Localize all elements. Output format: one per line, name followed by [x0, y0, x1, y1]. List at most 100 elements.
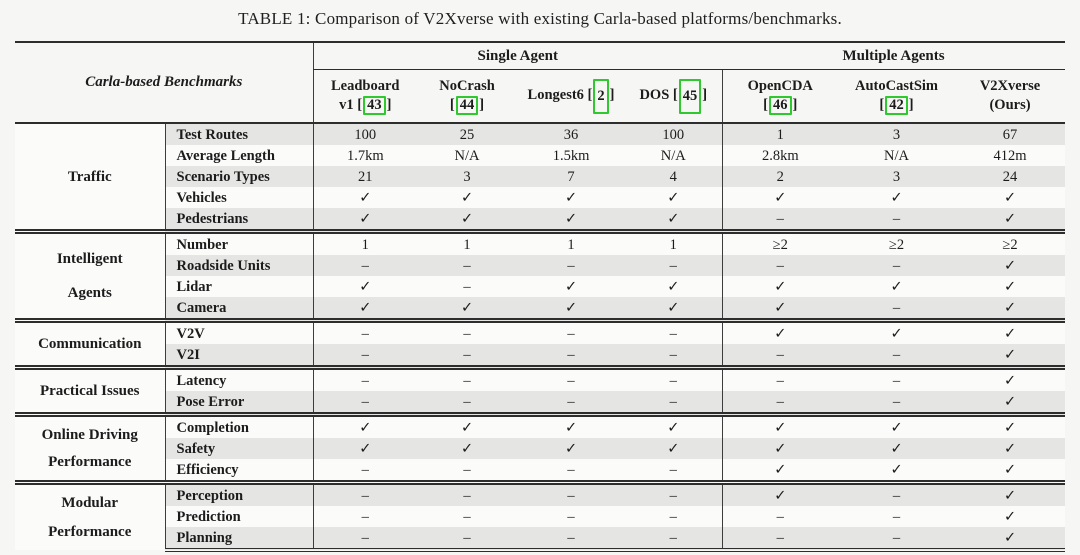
column-subtitle: v1 [: [339, 97, 363, 113]
column-header-autocastsim: AutoCastSim [42]: [838, 69, 956, 124]
table-row-scenario-types: Scenario Types 21 3 7 4 2 3 24: [15, 166, 1066, 187]
row-label: V2I: [164, 344, 314, 368]
group-header-text: Multiple Agents: [842, 47, 945, 64]
row-label: Latency: [164, 365, 314, 391]
group-label-line: Practical Issues: [39, 383, 140, 399]
table-cell: ✓: [417, 208, 518, 232]
citation-link[interactable]: 45: [678, 78, 702, 114]
table-cell: ✓: [721, 318, 839, 344]
table-cell: ✓: [417, 412, 518, 438]
citation-link[interactable]: 43: [363, 96, 386, 115]
table-cell: ✓: [517, 276, 626, 297]
column-subtitle: [: [879, 97, 885, 113]
table-cell: –: [625, 344, 723, 368]
table-cell: ✓: [955, 297, 1066, 321]
row-label: Completion: [164, 412, 314, 438]
table-cell: –: [721, 208, 839, 232]
table-cell: –: [838, 344, 956, 368]
table-cell: –: [838, 365, 956, 391]
group-header-multiple-agents: Multiple Agents: [722, 41, 1066, 70]
row-label: Test Routes: [164, 123, 314, 145]
column-subtitle: ]: [702, 87, 708, 104]
table-cell: ✓: [721, 276, 839, 297]
group-label-communication: Communication: [15, 318, 165, 368]
table-cell: ≥2: [955, 229, 1066, 255]
row-label: Planning: [164, 527, 314, 552]
column-subtitle: (Ours): [989, 97, 1031, 113]
table-cell: –: [312, 391, 418, 415]
table-cell: ✓: [721, 297, 839, 321]
table-cell: –: [838, 391, 956, 415]
table-row-roadside-units: Roadside Units – – – – – – ✓: [15, 255, 1066, 276]
table-cell: –: [417, 506, 518, 527]
table-row-perception: Modular Performance Perception – – – – ✓ – ✓: [15, 480, 1066, 550]
row-label: Vehicles: [164, 187, 314, 208]
table-cell: ✓: [838, 459, 956, 483]
table-cell: ✓: [417, 297, 518, 321]
table-cell: –: [517, 318, 626, 344]
column-subtitle: ]: [479, 97, 485, 113]
table-cell: ✓: [517, 208, 626, 232]
column-title: Leadboard: [331, 78, 400, 94]
table-row-test-routes: Traffic Test Routes 100 25 36 100 1 3 67: [15, 123, 1066, 232]
table-cell: 24: [955, 166, 1066, 187]
table-row-v2i: V2I – – – – – – ✓: [15, 344, 1066, 368]
row-label: Scenario Types: [164, 166, 314, 187]
table-cell: ≥2: [838, 229, 956, 255]
row-label: Pedestrians: [164, 208, 314, 232]
table-cell: –: [517, 480, 626, 506]
table-cell: ✓: [955, 318, 1066, 344]
table-cell: –: [312, 527, 418, 552]
citation-link[interactable]: 44: [455, 96, 479, 115]
table-cell: ✓: [838, 318, 956, 344]
table-cell: –: [838, 297, 956, 321]
column-subtitle: ]: [386, 97, 392, 113]
table-cell: –: [838, 527, 956, 552]
table-cell: –: [417, 318, 518, 344]
table-cell: –: [517, 255, 626, 276]
row-label: Average Length: [164, 145, 314, 166]
table-cell: 7: [517, 166, 626, 187]
table-cell: ✓: [625, 187, 723, 208]
column-header-nocrash: NoCrash [44]: [417, 69, 518, 124]
table-cell: 2: [721, 166, 839, 187]
table-cell: 1.5km: [517, 145, 626, 166]
table-cell: –: [312, 255, 418, 276]
table-cell: 3: [838, 123, 956, 145]
citation-link[interactable]: 42: [885, 96, 908, 115]
corner-label: Carla-based Benchmarks: [15, 41, 314, 124]
table-cell: N/A: [417, 145, 518, 166]
column-header-longest6: Longest6 [2]: [517, 69, 626, 124]
table-cell: 4: [625, 166, 723, 187]
column-header-leadboard: Leadboard v1 [43]: [312, 69, 418, 124]
group-label-practical-issues: Practical Issues: [15, 365, 165, 415]
table-cell: ✓: [625, 438, 723, 459]
table-cell: –: [312, 480, 418, 506]
table-cell: 67: [955, 123, 1066, 145]
table-cell: –: [417, 459, 518, 483]
column-header-row: Leadboard v1 [43] NoCrash[44] Longest6 [2] D…: [15, 69, 1066, 124]
citation-link[interactable]: 2: [593, 78, 609, 114]
row-label: Efficiency: [164, 459, 314, 483]
column-title: OpenCDA: [747, 78, 813, 94]
table-cell: ✓: [417, 187, 518, 208]
table-cell: ✓: [517, 297, 626, 321]
group-label-line: Traffic: [67, 168, 112, 185]
table-row-number: Intelligent Agents Number 1 1 1 1 ≥2 ≥2 ≥2: [15, 229, 1066, 321]
table-cell: –: [417, 344, 518, 368]
table-cell: ✓: [312, 412, 418, 438]
citation-link[interactable]: 46: [769, 96, 792, 115]
column-title: AutoCastSim: [855, 78, 938, 94]
row-label: Safety: [164, 438, 314, 459]
table-cell: –: [625, 391, 723, 415]
table-cell: –: [417, 480, 518, 506]
table-cell: ✓: [517, 187, 626, 208]
group-label-intelligent-agents: Intelligent Agents: [15, 229, 165, 321]
table-cell: –: [625, 527, 723, 552]
table-cell: ✓: [517, 412, 626, 438]
table-cell: ✓: [955, 391, 1066, 415]
table-cell: 100: [312, 123, 418, 145]
group-label-line: Performance: [48, 454, 132, 471]
table-row-planning: Planning – – – – – – ✓: [15, 527, 1066, 552]
table-cell: 2.8km: [721, 145, 839, 166]
